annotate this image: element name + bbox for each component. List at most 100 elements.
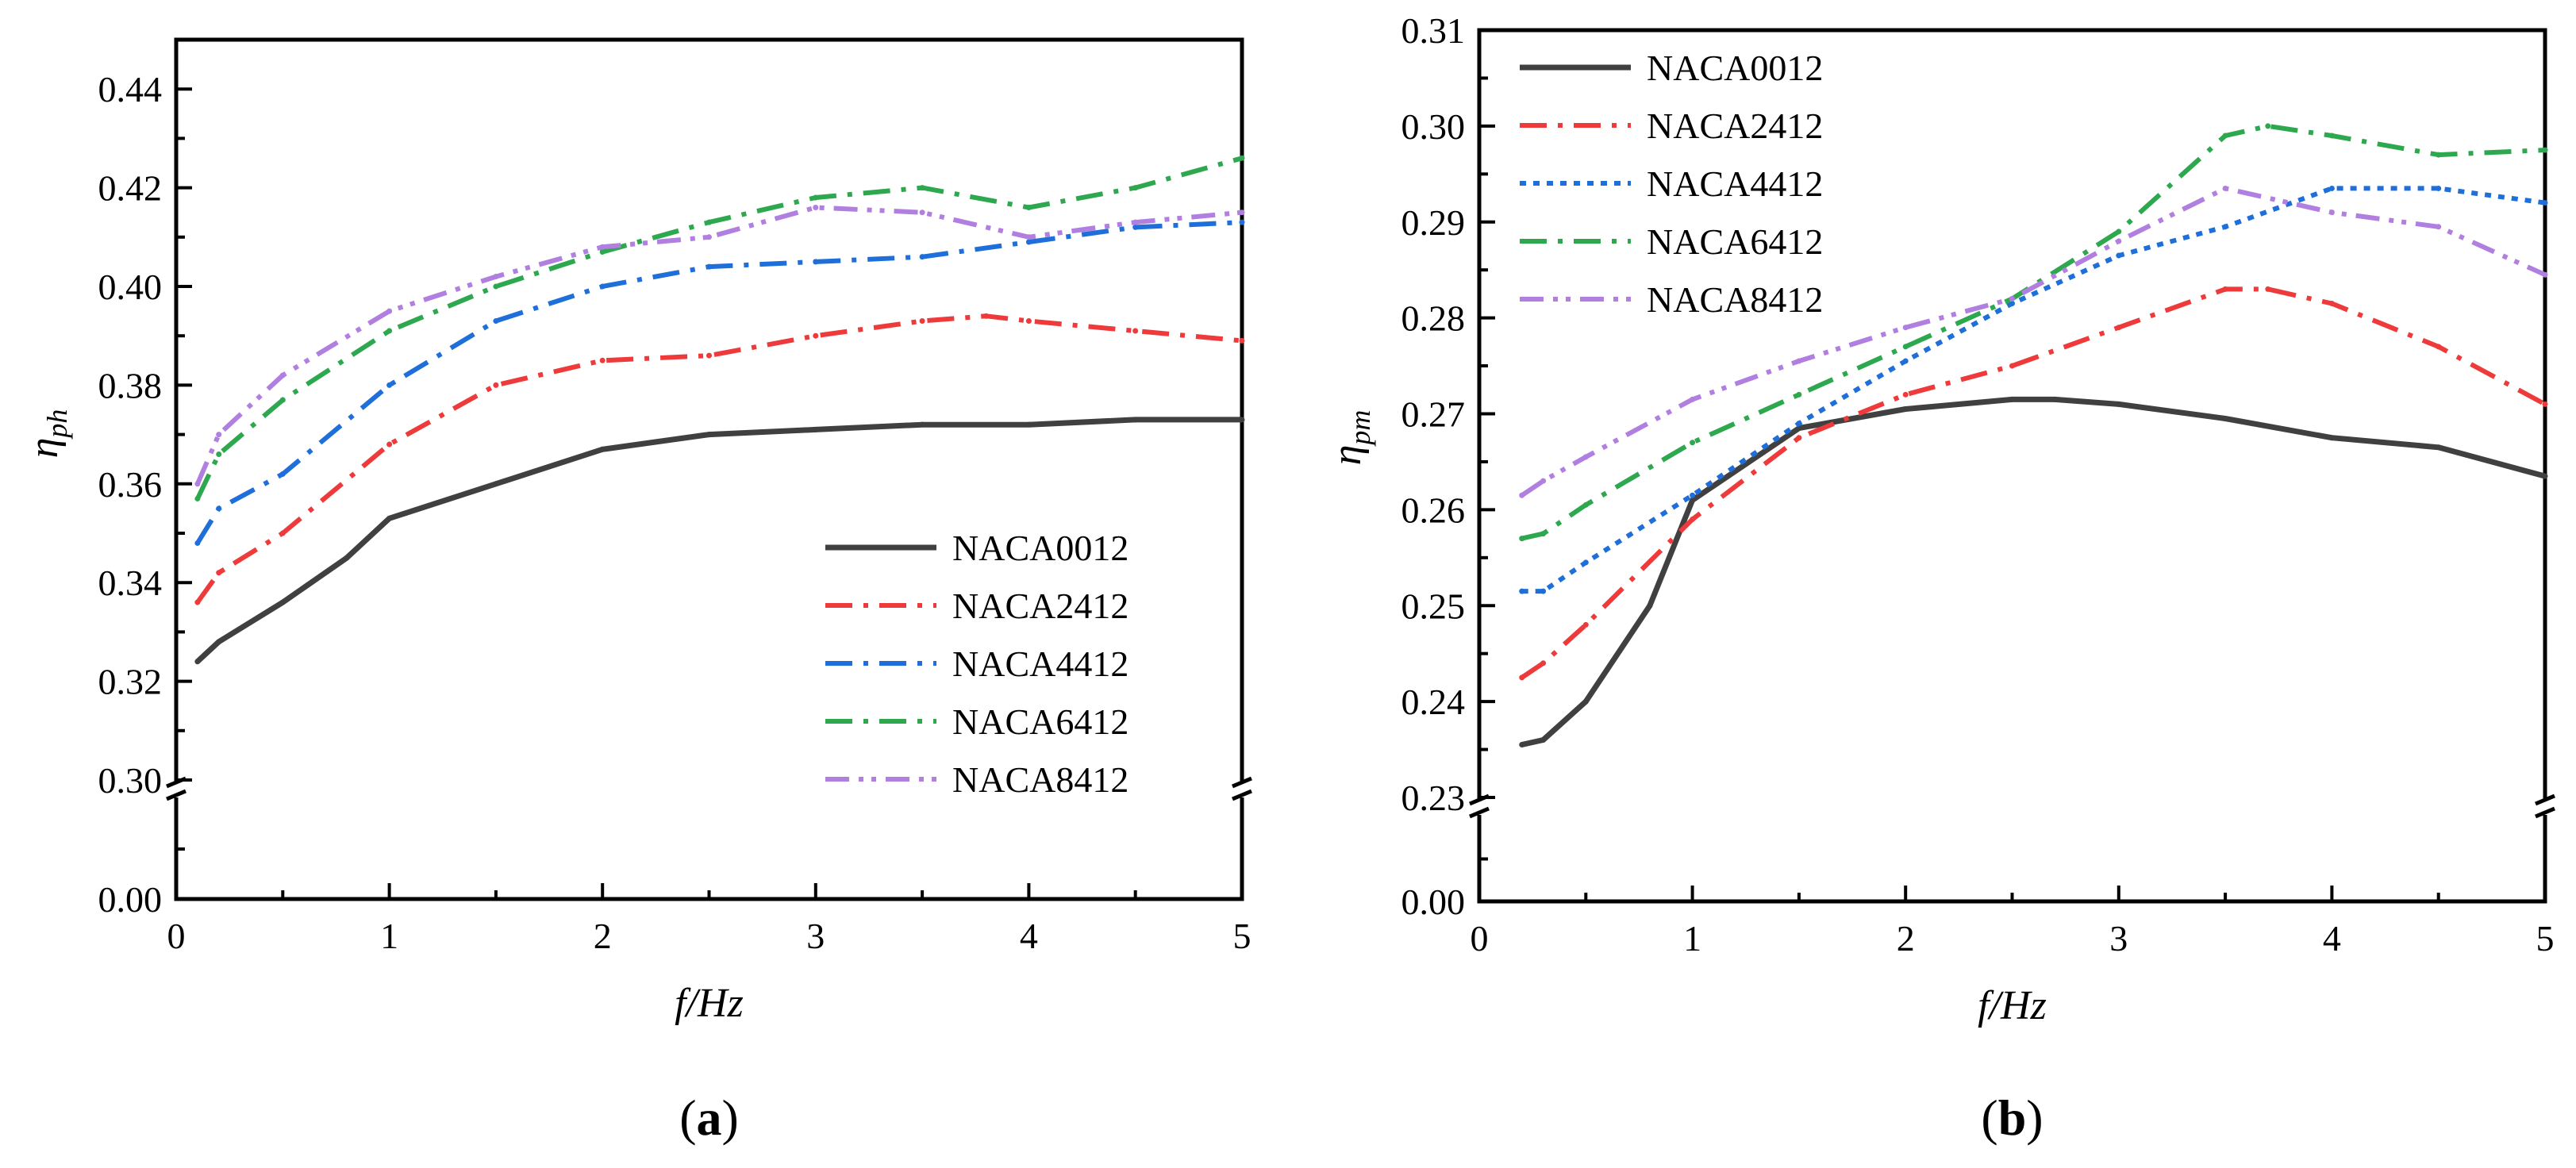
x-tick-label: 5	[1233, 916, 1251, 956]
legend-entry-label: NACA4412	[952, 644, 1128, 684]
data-point	[919, 185, 925, 191]
data-point	[1540, 531, 1547, 537]
data-point	[2436, 344, 2442, 350]
data-point	[1690, 396, 1696, 402]
data-point	[813, 194, 819, 201]
series-line-naca0012	[1521, 396, 2546, 747]
y-tick-label: 0.29	[1401, 202, 1466, 243]
data-point	[2116, 252, 2122, 259]
data-point	[2116, 401, 2122, 407]
y-axis-title: ηph	[21, 409, 73, 459]
data-point	[2009, 300, 2015, 306]
data-point	[599, 283, 606, 290]
data-point	[1647, 602, 1653, 609]
panel-label-part: )	[722, 1089, 739, 1146]
data-point	[1796, 391, 1802, 398]
data-point	[919, 318, 925, 325]
panel-label-part: (	[679, 1089, 696, 1146]
data-point	[493, 318, 499, 325]
data-point	[1582, 698, 1589, 705]
data-point	[2222, 224, 2228, 230]
data-point	[1025, 204, 1032, 210]
axis-break-mark	[166, 789, 186, 801]
y-tick-label: 0.38	[98, 365, 163, 405]
data-point	[493, 274, 499, 280]
panel-b: 0 1 2 3 4 5 0.23 0.24 0.25 0.26 0.27 0.28 0.29 0.30 0.…	[1325, 10, 2555, 1146]
data-point	[2436, 185, 2442, 191]
data-point	[2222, 286, 2228, 292]
data-point	[919, 254, 925, 260]
data-point	[706, 263, 712, 270]
data-point	[2116, 238, 2122, 244]
data-point	[2051, 396, 2058, 402]
x-tick-label: 3	[2109, 918, 2128, 959]
data-point	[2222, 133, 2228, 139]
data-point	[1239, 337, 1245, 344]
data-point	[216, 451, 222, 457]
series-line-naca8412	[1521, 186, 2547, 498]
data-point	[2328, 300, 2335, 306]
data-point	[194, 495, 201, 501]
data-point	[813, 426, 819, 432]
x-tick-label: 2	[594, 916, 612, 956]
axis-break-mark	[1232, 789, 1252, 801]
data-point	[1902, 405, 1909, 412]
x-tick-label: 4	[1020, 916, 1038, 956]
data-point	[216, 505, 222, 512]
panel-label-part: (	[1981, 1089, 1997, 1146]
data-point	[1690, 440, 1696, 446]
data-point	[2222, 185, 2228, 191]
axis-break-mark	[2535, 793, 2555, 806]
data-point	[216, 639, 222, 645]
data-point	[813, 259, 819, 265]
panel-a: 0 1 2 3 4 5 0.30 0.32 0.34 0.36 0.38 0.40 0.42 0.44 0.…	[21, 37, 1252, 1146]
data-point	[2542, 401, 2548, 407]
data-point	[706, 432, 712, 438]
data-point	[1025, 421, 1032, 428]
data-point	[1902, 325, 1909, 331]
data-point	[2436, 444, 2442, 451]
y-tick-label: 0.25	[1401, 586, 1466, 626]
data-point	[2265, 123, 2271, 129]
data-point	[1796, 421, 1802, 427]
series-line-naca6412	[195, 156, 1243, 500]
panel-label-part: b	[1998, 1089, 2027, 1146]
data-point	[2542, 200, 2548, 206]
data-point	[279, 471, 286, 477]
data-point	[813, 204, 819, 210]
data-point	[1025, 234, 1032, 240]
data-point	[386, 328, 393, 334]
x-tick-label: 3	[806, 916, 825, 956]
data-point	[1519, 742, 1525, 748]
data-point	[1582, 501, 1589, 508]
data-point	[919, 209, 925, 216]
axis-break-mark	[2535, 806, 2555, 819]
data-point	[1902, 391, 1909, 398]
data-point	[1582, 621, 1589, 628]
data-point	[1132, 417, 1139, 423]
data-point	[599, 248, 606, 255]
data-point	[1239, 417, 1245, 423]
data-point	[493, 382, 499, 388]
x-tick-label: 5	[2536, 918, 2555, 959]
data-point	[1690, 492, 1696, 498]
y-tick-label: 0.36	[98, 464, 163, 505]
data-point	[344, 555, 350, 561]
data-point	[1025, 318, 1032, 325]
data-point	[2222, 416, 2228, 422]
data-point	[493, 481, 499, 487]
x-tick-label: 1	[1683, 918, 1701, 959]
data-point	[706, 234, 712, 240]
legend-entry-label: NACA8412	[1647, 279, 1823, 320]
data-point	[1796, 358, 1802, 364]
x-axis-title: f/Hz	[675, 981, 744, 1026]
data-point	[1902, 358, 1909, 364]
series-line-naca8412	[195, 205, 1243, 485]
data-point	[2265, 286, 2271, 292]
y-tick-label: 0.00	[98, 879, 163, 920]
data-point	[706, 219, 712, 225]
data-point	[279, 397, 286, 403]
data-point	[1239, 155, 1245, 161]
y-tick-label: 0.44	[98, 69, 163, 110]
